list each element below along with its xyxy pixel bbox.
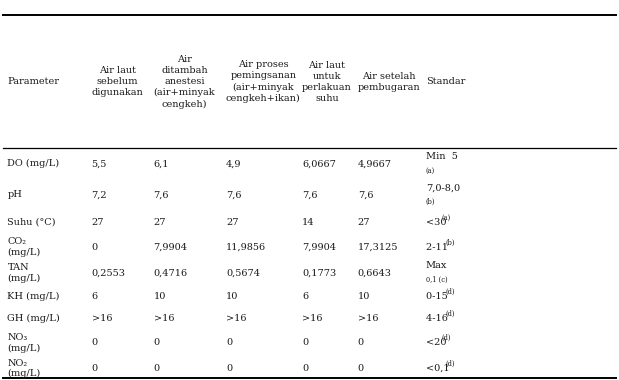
Text: 0,4716: 0,4716: [154, 268, 188, 277]
Text: 2-11: 2-11: [426, 242, 451, 252]
Text: (a): (a): [426, 166, 435, 175]
Text: KH (mg/L): KH (mg/L): [7, 292, 60, 301]
Text: <0,1: <0,1: [426, 364, 452, 373]
Text: NO₃
(mg/L): NO₃ (mg/L): [7, 333, 41, 353]
Text: 7,6: 7,6: [154, 190, 169, 200]
Text: Air laut
sebelum
digunakan: Air laut sebelum digunakan: [92, 66, 144, 97]
Text: Min  5: Min 5: [426, 152, 457, 161]
Text: 4-16: 4-16: [426, 314, 451, 323]
Text: TAN
(mg/L): TAN (mg/L): [7, 263, 41, 283]
Text: CO₂
(mg/L): CO₂ (mg/L): [7, 237, 41, 257]
Text: 10: 10: [358, 292, 370, 301]
Text: Standar: Standar: [426, 77, 465, 86]
Text: GH (mg/L): GH (mg/L): [7, 314, 60, 323]
Text: 0: 0: [226, 364, 232, 373]
Text: 27: 27: [358, 218, 370, 227]
Text: Air laut
untuk
perlakuan
suhu: Air laut untuk perlakuan suhu: [302, 60, 352, 103]
Text: 27: 27: [226, 218, 238, 227]
Text: (d): (d): [446, 288, 456, 296]
Text: 0,5674: 0,5674: [226, 268, 260, 277]
Text: Suhu (°C): Suhu (°C): [7, 218, 56, 227]
Text: (b): (b): [426, 198, 435, 206]
Text: >16: >16: [226, 314, 246, 323]
Text: 0: 0: [358, 364, 364, 373]
Text: 0: 0: [302, 338, 308, 347]
Text: 0: 0: [302, 364, 308, 373]
Text: 4,9667: 4,9667: [358, 159, 392, 168]
Text: 7,6: 7,6: [226, 190, 241, 200]
Text: DO (mg/L): DO (mg/L): [7, 159, 59, 168]
Text: >16: >16: [92, 314, 112, 323]
Text: 27: 27: [154, 218, 166, 227]
Text: 0: 0: [92, 338, 98, 347]
Text: 4,9: 4,9: [226, 159, 241, 168]
Text: NO₂
(mg/L): NO₂ (mg/L): [7, 359, 41, 378]
Text: 7,2: 7,2: [92, 190, 107, 200]
Text: 0,1773: 0,1773: [302, 268, 336, 277]
Text: 11,9856: 11,9856: [226, 242, 266, 252]
Text: (a): (a): [441, 214, 451, 222]
Text: 10: 10: [154, 292, 166, 301]
Text: 0: 0: [226, 338, 232, 347]
Text: (d): (d): [446, 310, 456, 318]
Text: Max: Max: [426, 261, 448, 271]
Text: 7,0-8,0: 7,0-8,0: [426, 184, 460, 193]
Text: 10: 10: [226, 292, 238, 301]
Text: Air setelah
pembugaran: Air setelah pembugaran: [358, 72, 420, 92]
Text: (d): (d): [441, 334, 451, 342]
Text: >16: >16: [358, 314, 378, 323]
Text: (d): (d): [446, 360, 456, 368]
Text: Air proses
pemingsanan
(air+minyak
cengkeh+ikan): Air proses pemingsanan (air+minyak cengk…: [226, 60, 301, 103]
Text: 7,6: 7,6: [302, 190, 318, 200]
Text: 7,9904: 7,9904: [302, 242, 336, 252]
Text: >16: >16: [154, 314, 174, 323]
Text: 6,1: 6,1: [154, 159, 169, 168]
Text: 0,6643: 0,6643: [358, 268, 392, 277]
Text: 0: 0: [92, 242, 98, 252]
Text: 6: 6: [92, 292, 98, 301]
Text: Air
ditambah
anestesi
(air+minyak
cengkeh): Air ditambah anestesi (air+minyak cengke…: [154, 55, 215, 109]
Text: >16: >16: [302, 314, 322, 323]
Text: 5,5: 5,5: [92, 159, 107, 168]
Text: (b): (b): [446, 238, 456, 247]
Text: 6: 6: [302, 292, 308, 301]
Text: 0,1 (c): 0,1 (c): [426, 276, 448, 284]
Text: 0: 0: [358, 338, 364, 347]
Text: 0: 0: [154, 364, 160, 373]
Text: <20: <20: [426, 338, 449, 347]
Text: <30: <30: [426, 218, 449, 227]
Text: 6,0667: 6,0667: [302, 159, 336, 168]
Text: 7,9904: 7,9904: [154, 242, 188, 252]
Text: 17,3125: 17,3125: [358, 242, 398, 252]
Text: 0: 0: [92, 364, 98, 373]
Text: 7,6: 7,6: [358, 190, 373, 200]
Text: Parameter: Parameter: [7, 77, 59, 86]
Text: 0: 0: [154, 338, 160, 347]
Text: 0,2553: 0,2553: [92, 268, 126, 277]
Text: pH: pH: [7, 190, 22, 200]
Text: 27: 27: [92, 218, 104, 227]
Text: 14: 14: [302, 218, 314, 227]
Text: 0-15: 0-15: [426, 292, 451, 301]
